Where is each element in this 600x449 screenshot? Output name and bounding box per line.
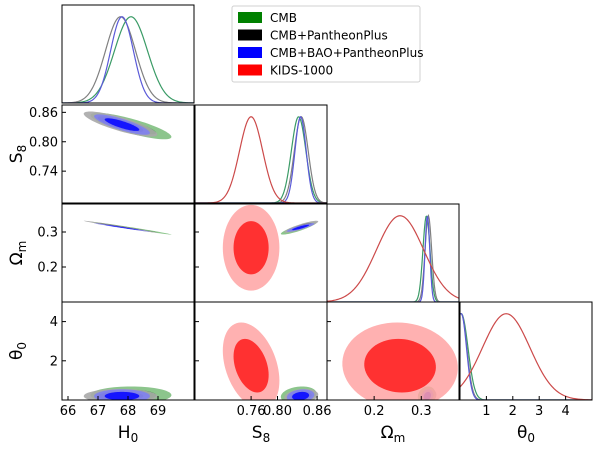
y-axis-label-Om: Ωm: [7, 241, 29, 266]
kids-1000-contour-68: [364, 338, 436, 393]
x-tick-label: 66: [60, 404, 77, 419]
panel-frame: [326, 203, 460, 303]
panel-Om-vs-S8: [222, 204, 319, 291]
x-tick-label: 67: [90, 404, 107, 419]
x-tick-label: 0.86: [303, 404, 332, 419]
marginal-theta0: [460, 313, 592, 400]
x-tick-label: 69: [150, 404, 167, 419]
panel-Om-vs-H0: [83, 220, 172, 235]
legend-label: CMB+PantheonPlus: [270, 29, 388, 43]
y-tick-label: 0.2: [37, 261, 58, 276]
cmb-pantheonplus-marginal-line: [460, 313, 592, 400]
y-tick-label: 0.74: [29, 165, 58, 180]
cmb-bao-pantheonplus-contour-68: [292, 224, 310, 231]
cmb-bao-pantheonplus-contour-68: [292, 391, 310, 400]
x-axis-label-H0: H0: [118, 423, 138, 445]
y-tick-label: 2: [50, 354, 58, 369]
cmb-bao-pantheonplus-marginal-line: [195, 115, 327, 203]
x-tick-label: 0.2: [364, 404, 385, 419]
x-tick-label: 68: [120, 404, 137, 419]
panel-frame: [459, 301, 593, 401]
cmb-marginal-line: [327, 215, 459, 302]
legend: CMB CMB+PantheonPlus CMB+BAO+PantheonPlus K…: [231, 5, 423, 83]
x-tick-label: 3: [535, 404, 543, 419]
y-axis-label-S8: S8: [7, 145, 29, 163]
x-tick-label: 0.76: [237, 404, 266, 419]
legend-swatch: [238, 64, 262, 76]
x-tick-label: 0.80: [263, 404, 292, 419]
x-tick-label: 2: [509, 404, 517, 419]
y-axis-label-theta0: θ0: [7, 342, 29, 360]
legend-box: [231, 5, 421, 83]
legend-swatch: [238, 29, 262, 41]
x-axis-label-Om: Ωm: [381, 423, 406, 445]
panel-S8-vs-H0: [83, 111, 172, 140]
y-tick-label: 0.86: [29, 106, 58, 121]
legend-swatch: [238, 47, 262, 58]
kids-1000-contour-68: [233, 221, 269, 275]
panel-frame: [61, 4, 195, 104]
cmb-marginal-line: [460, 313, 592, 400]
panel-frame: [61, 203, 195, 303]
marginal-S8: [195, 115, 327, 203]
x-axis-label-S8: S8: [252, 423, 270, 445]
kids-1000-contour-68: [233, 338, 269, 393]
cmb-bao-pantheonplus-contour-68: [104, 118, 140, 131]
cmb-pantheonplus-marginal-line: [327, 213, 459, 302]
legend-swatch: [238, 12, 262, 23]
panel-theta0-vs-Om: [342, 322, 458, 400]
legend-label: CMB: [270, 11, 297, 25]
x-tick-label: 1: [482, 404, 490, 419]
marginal-Om: [327, 213, 459, 302]
legend-label: CMB+BAO+PantheonPlus: [270, 46, 423, 60]
x-axis-label-theta0: θ0: [517, 423, 535, 445]
cmb-bao-pantheonplus-marginal-line: [62, 16, 194, 103]
cmb-pantheonplus-marginal-line: [195, 116, 327, 203]
marginal-H0: [62, 16, 194, 103]
panel-frame: [194, 104, 328, 204]
cmb-bao-pantheonplus-marginal-line: [327, 215, 459, 302]
y-tick-label: 0.3: [37, 226, 58, 241]
kids-1000-marginal-line: [460, 313, 592, 400]
panel-theta0-vs-H0: [83, 386, 172, 400]
x-tick-label: 4: [561, 404, 569, 419]
panel-theta0-vs-S8: [222, 322, 319, 400]
cmb-bao-pantheonplus-contour-68: [104, 391, 140, 400]
y-tick-label: 4: [50, 315, 58, 330]
y-tick-label: 0.80: [29, 135, 58, 150]
panel-frame: [61, 301, 195, 401]
cmb-bao-pantheonplus-marginal-line: [460, 313, 592, 400]
x-tick-label: 0.3: [411, 404, 432, 419]
panel-frame: [61, 104, 195, 204]
cmb-bao-pantheonplus-contour-68: [104, 224, 140, 231]
kids-1000-marginal-line: [327, 215, 459, 302]
kids-1000-marginal-line: [195, 116, 327, 203]
legend-label: KIDS-1000: [270, 64, 333, 78]
cmb-marginal-line: [62, 16, 194, 103]
